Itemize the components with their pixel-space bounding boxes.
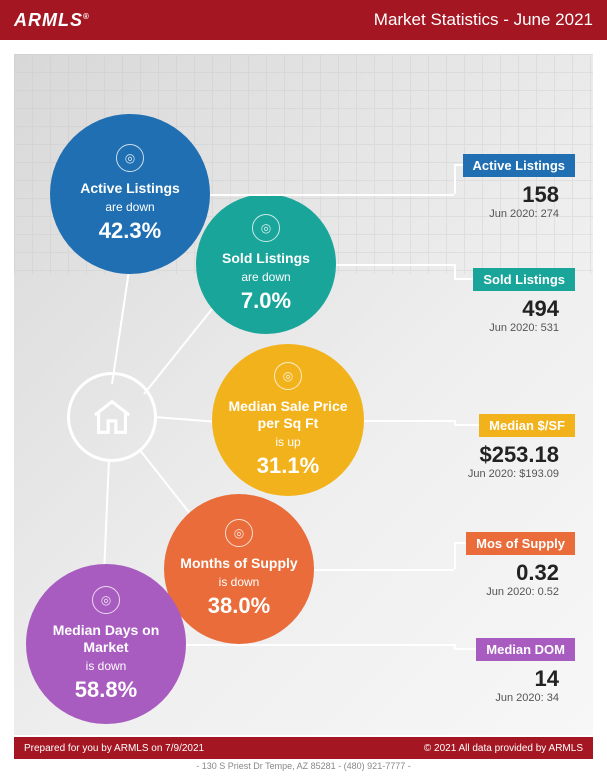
metric-subvalue-median_sf: Jun 2020: $193.09 [468,468,559,480]
metric-value-dom: 14 [535,666,559,692]
logo-text: ARMLS [14,10,83,30]
connector-line [454,164,456,194]
connector-line [454,424,482,426]
logo-reg: ® [83,12,90,21]
circle-label: Months of Supply [180,555,297,573]
footer-bar: Prepared for you by ARMLS on 7/9/2021 © … [14,737,593,759]
mos-icon: ◎ [225,519,253,547]
circle-percent: 58.8% [75,677,137,703]
page-title: Market Statistics - June 2021 [374,10,593,30]
metric-subvalue-sold: Jun 2020: 531 [489,322,559,334]
house-icon [89,394,135,440]
active-icon: ◎ [116,144,144,172]
circle-label: Median Days on Market [36,622,176,657]
metric-value-mos: 0.32 [516,560,559,586]
metric-badge-mos: Mos of Supply [466,532,575,555]
metric-circle-mos: ◎ Months of Supply is down 38.0% [164,494,314,644]
metric-circle-dom: ◎ Median Days on Market is down 58.8% [26,564,186,724]
metric-badge-sold: Sold Listings [473,268,575,291]
circle-percent: 31.1% [257,453,319,479]
sold-icon: ◎ [252,214,280,242]
metric-circle-active: ◎ Active Listings are down 42.3% [50,114,210,274]
circle-percent: 42.3% [99,218,161,244]
metric-subvalue-dom: Jun 2020: 34 [495,692,559,704]
dom-icon: ◎ [92,586,120,614]
connector-line [186,644,454,646]
footer-left: Prepared for you by ARMLS on 7/9/2021 [24,743,204,754]
hub-circle [67,372,157,462]
header-bar: ARMLS® Market Statistics - June 2021 [0,0,607,40]
median_sf-icon: ◎ [274,362,302,390]
metric-badge-median_sf: Median $/SF [479,414,575,437]
circle-direction: are down [105,200,154,214]
connector-line [454,542,456,569]
connector-line [336,264,454,266]
metric-subvalue-active: Jun 2020: 274 [489,208,559,220]
logo: ARMLS® [14,10,90,31]
circle-direction: is up [275,435,300,449]
metric-badge-dom: Median DOM [476,638,575,661]
connector-line [364,420,454,422]
circle-label: Median Sale Price per Sq Ft [222,398,354,433]
circle-percent: 7.0% [241,288,291,314]
metric-value-sold: 494 [522,296,559,322]
circle-direction: are down [241,270,290,284]
metric-badge-active: Active Listings [463,154,575,177]
circle-direction: is down [86,659,127,673]
footer-right: © 2021 All data provided by ARMLS [424,743,583,754]
connector-line [314,569,454,571]
connector-line [210,194,454,196]
metric-subvalue-mos: Jun 2020: 0.52 [486,586,559,598]
circle-label: Sold Listings [222,250,310,268]
metric-circle-median_sf: ◎ Median Sale Price per Sq Ft is up 31.1% [212,344,364,496]
circle-label: Active Listings [80,180,180,198]
metric-circle-sold: ◎ Sold Listings are down 7.0% [196,194,336,334]
circle-percent: 38.0% [208,593,270,619]
metric-value-median_sf: $253.18 [479,442,559,468]
footer-address: - 130 S Priest Dr Tempe, AZ 85281 - (480… [14,761,593,773]
circle-direction: is down [219,575,260,589]
connector-line [454,264,456,278]
metric-value-active: 158 [522,182,559,208]
main-canvas: ◎ Active Listings are down 42.3% ◎ Sold Listi… [14,54,593,735]
